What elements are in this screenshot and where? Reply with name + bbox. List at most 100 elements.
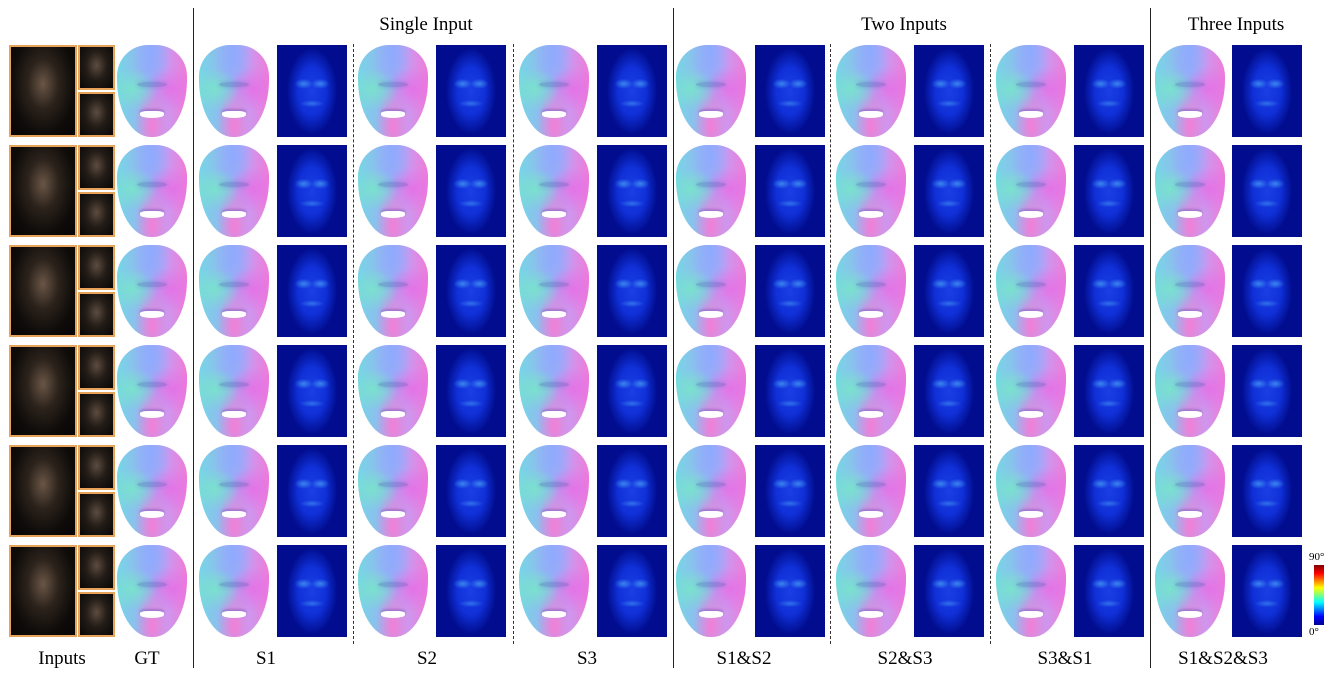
normal-map-s3 — [519, 45, 589, 137]
error-map-s1 — [277, 445, 347, 537]
normal-map-s1s2 — [676, 245, 746, 337]
normal-map-s2 — [358, 545, 428, 637]
error-colorbar — [1314, 565, 1324, 625]
normal-map-s1s2s3 — [1155, 245, 1225, 337]
header-three-inputs: Three Inputs — [1187, 14, 1285, 35]
label-s1: S1 — [255, 648, 277, 669]
error-map-s1s2 — [755, 445, 825, 537]
colorbar-min-label: 0° — [1309, 626, 1319, 638]
normal-map-gt — [117, 145, 187, 237]
error-map-s2 — [436, 545, 506, 637]
normal-map-s3s1 — [996, 345, 1066, 437]
input-photo-side-1 — [78, 445, 115, 490]
input-photo-side-1 — [78, 45, 115, 90]
input-photo-main — [9, 45, 77, 137]
normal-map-s1s2s3 — [1155, 445, 1225, 537]
error-map-s1s2s3 — [1232, 245, 1302, 337]
label-s3: S3 — [576, 648, 598, 669]
normal-map-gt — [117, 445, 187, 537]
normal-map-s2 — [358, 145, 428, 237]
separator-s1s2-s2s3 — [830, 44, 831, 644]
normal-map-s2 — [358, 245, 428, 337]
normal-map-s3 — [519, 545, 589, 637]
colorbar-max-label: 90° — [1309, 551, 1325, 563]
normal-map-s1 — [199, 445, 269, 537]
error-map-s1 — [277, 345, 347, 437]
error-map-s2s3 — [914, 345, 984, 437]
error-map-s1s2 — [755, 45, 825, 137]
error-map-s1s2s3 — [1232, 45, 1302, 137]
normal-map-s3 — [519, 245, 589, 337]
input-photo-side-1 — [78, 145, 115, 190]
normal-map-s3 — [519, 445, 589, 537]
error-map-s2s3 — [914, 245, 984, 337]
label-s1s2: S1&S2 — [716, 648, 772, 669]
separator-s1-s2 — [353, 44, 354, 644]
error-map-s1s2 — [755, 545, 825, 637]
error-map-s1 — [277, 45, 347, 137]
input-photo-main — [9, 245, 77, 337]
error-map-s3 — [597, 45, 667, 137]
normal-map-gt — [117, 245, 187, 337]
input-photo-main — [9, 145, 77, 237]
label-gt: GT — [134, 648, 160, 669]
input-photo-side-1 — [78, 245, 115, 290]
input-photo-side-2 — [78, 192, 115, 237]
normal-map-s1s2s3 — [1155, 545, 1225, 637]
error-map-s1s2s3 — [1232, 145, 1302, 237]
separator-single-two — [673, 8, 674, 668]
error-map-s2 — [436, 145, 506, 237]
error-map-s2 — [436, 45, 506, 137]
label-inputs: Inputs — [38, 648, 86, 669]
normal-map-s3s1 — [996, 245, 1066, 337]
separator-two-three — [1150, 8, 1151, 668]
input-photo-main — [9, 345, 77, 437]
header-two-inputs: Two Inputs — [861, 14, 947, 35]
input-photo-side-2 — [78, 92, 115, 137]
label-s3s1: S3&S1 — [1037, 648, 1093, 669]
normal-map-s3s1 — [996, 145, 1066, 237]
normal-map-s3s1 — [996, 45, 1066, 137]
error-map-s2 — [436, 245, 506, 337]
input-photo-side-2 — [78, 292, 115, 337]
normal-map-s2s3 — [836, 445, 906, 537]
normal-map-s1s2s3 — [1155, 345, 1225, 437]
header-single-input: Single Input — [379, 14, 473, 35]
normal-map-s3 — [519, 145, 589, 237]
label-s1s2s3: S1&S2&S3 — [1178, 648, 1268, 669]
error-map-s3s1 — [1074, 145, 1144, 237]
normal-map-s1s2 — [676, 445, 746, 537]
normal-map-s2 — [358, 445, 428, 537]
normal-map-s1 — [199, 145, 269, 237]
separator-s2s3-s3s1 — [990, 44, 991, 644]
error-map-s1s2 — [755, 145, 825, 237]
error-map-s1s2 — [755, 345, 825, 437]
error-map-s3s1 — [1074, 45, 1144, 137]
normal-map-gt — [117, 345, 187, 437]
normal-map-s1s2s3 — [1155, 145, 1225, 237]
normal-map-s1s2 — [676, 145, 746, 237]
normal-map-s3s1 — [996, 545, 1066, 637]
error-map-s3s1 — [1074, 345, 1144, 437]
error-map-s3 — [597, 245, 667, 337]
separator-gt-single — [193, 8, 194, 668]
normal-map-gt — [117, 545, 187, 637]
normal-map-s2s3 — [836, 345, 906, 437]
label-s2: S2 — [416, 648, 438, 669]
error-map-s1 — [277, 245, 347, 337]
normal-map-s2s3 — [836, 145, 906, 237]
error-map-s2s3 — [914, 45, 984, 137]
error-map-s2s3 — [914, 445, 984, 537]
error-map-s1 — [277, 545, 347, 637]
separator-s2-s3 — [513, 44, 514, 644]
error-map-s1s2 — [755, 245, 825, 337]
error-map-s2s3 — [914, 545, 984, 637]
normal-map-s1 — [199, 345, 269, 437]
error-map-s1s2s3 — [1232, 345, 1302, 437]
input-photo-side-2 — [78, 592, 115, 637]
error-map-s3s1 — [1074, 545, 1144, 637]
normal-map-s1s2 — [676, 545, 746, 637]
normal-map-s3 — [519, 345, 589, 437]
normal-map-s1s2s3 — [1155, 45, 1225, 137]
error-map-s3 — [597, 445, 667, 537]
